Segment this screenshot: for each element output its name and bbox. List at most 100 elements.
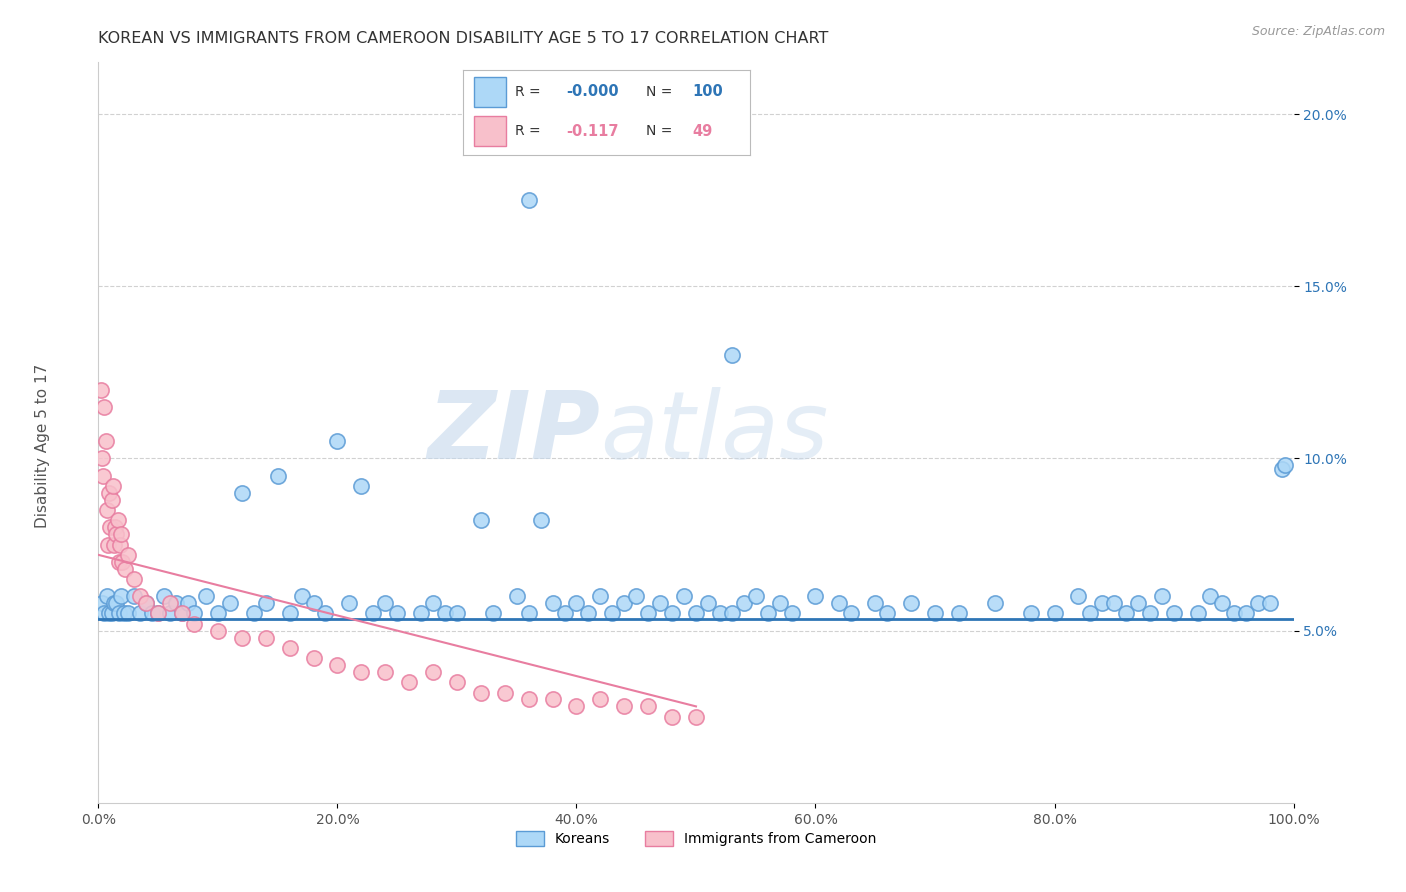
Point: [110, 527, 132, 541]
Point: [733, 596, 755, 610]
Point: [1199, 589, 1222, 603]
Point: [207, 624, 229, 638]
Point: [1187, 607, 1209, 621]
Point: [101, 479, 124, 493]
Point: [578, 607, 600, 621]
Point: [661, 709, 683, 723]
Point: [804, 589, 827, 603]
Point: [100, 607, 122, 621]
Point: [1067, 589, 1090, 603]
Point: [183, 607, 205, 621]
Point: [107, 513, 129, 527]
Point: [135, 596, 157, 610]
Point: [278, 640, 301, 655]
Point: [105, 527, 128, 541]
Point: [91, 468, 114, 483]
Point: [984, 596, 1007, 610]
Point: [1152, 589, 1174, 603]
Point: [613, 699, 636, 714]
Point: [97, 537, 120, 551]
Point: [1043, 607, 1066, 621]
Point: [243, 607, 266, 621]
Point: [100, 492, 122, 507]
Point: [96, 589, 118, 603]
Point: [129, 589, 152, 603]
Point: [709, 607, 731, 621]
Point: [1163, 607, 1185, 621]
Point: [159, 607, 181, 621]
Point: [98, 607, 121, 621]
Point: [506, 589, 529, 603]
Point: [494, 685, 516, 699]
Point: [172, 607, 194, 621]
Point: [90, 383, 112, 397]
Point: [685, 709, 707, 723]
Point: [900, 596, 922, 610]
Point: [589, 589, 612, 603]
Point: [1223, 607, 1246, 621]
Point: [350, 665, 373, 679]
Point: [1247, 596, 1270, 610]
Legend: Koreans, Immigrants from Cameroon: Koreans, Immigrants from Cameroon: [510, 825, 882, 851]
Point: [721, 348, 744, 362]
Point: [530, 513, 553, 527]
Point: [177, 596, 200, 610]
Point: [637, 607, 659, 621]
Point: [172, 607, 194, 621]
Point: [541, 692, 564, 706]
Point: [1080, 607, 1102, 621]
Point: [769, 596, 792, 610]
Point: [385, 607, 409, 621]
Point: [363, 607, 385, 621]
Point: [924, 607, 946, 621]
Point: [1104, 596, 1126, 610]
Point: [148, 607, 170, 621]
Point: [278, 607, 301, 621]
Point: [1019, 607, 1042, 621]
Point: [165, 596, 187, 610]
Point: [302, 596, 325, 610]
Point: [411, 607, 433, 621]
Point: [470, 685, 492, 699]
Point: [685, 607, 707, 621]
Point: [111, 555, 134, 569]
Point: [876, 607, 898, 621]
Point: [254, 631, 277, 645]
Point: [422, 665, 444, 679]
Point: [422, 596, 444, 610]
Point: [112, 607, 135, 621]
Point: [780, 607, 803, 621]
Point: [948, 607, 970, 621]
Point: [482, 607, 505, 621]
Point: [141, 607, 163, 621]
Point: [446, 607, 468, 621]
Point: [135, 596, 157, 610]
Point: [554, 607, 576, 621]
Point: [398, 675, 420, 690]
Text: KOREAN VS IMMIGRANTS FROM CAMEROON DISABILITY AGE 5 TO 17 CORRELATION CHART: KOREAN VS IMMIGRANTS FROM CAMEROON DISAB…: [98, 31, 828, 46]
Point: [745, 589, 768, 603]
Point: [637, 699, 659, 714]
Point: [673, 589, 696, 603]
Point: [104, 520, 127, 534]
Point: [1274, 458, 1296, 473]
Point: [124, 589, 146, 603]
Point: [374, 665, 396, 679]
Point: [446, 675, 468, 690]
Point: [626, 589, 648, 603]
Text: atlas: atlas: [600, 387, 828, 478]
Point: [517, 193, 540, 207]
Point: [195, 589, 218, 603]
Point: [1091, 596, 1114, 610]
Point: [231, 631, 253, 645]
Text: Source: ZipAtlas.com: Source: ZipAtlas.com: [1251, 25, 1385, 38]
Point: [94, 434, 117, 449]
Point: [756, 607, 779, 621]
Point: [96, 503, 118, 517]
Point: [105, 596, 128, 610]
Point: [91, 596, 114, 610]
Point: [315, 607, 337, 621]
Point: [219, 596, 242, 610]
Point: [661, 607, 683, 621]
Point: [1128, 596, 1150, 610]
